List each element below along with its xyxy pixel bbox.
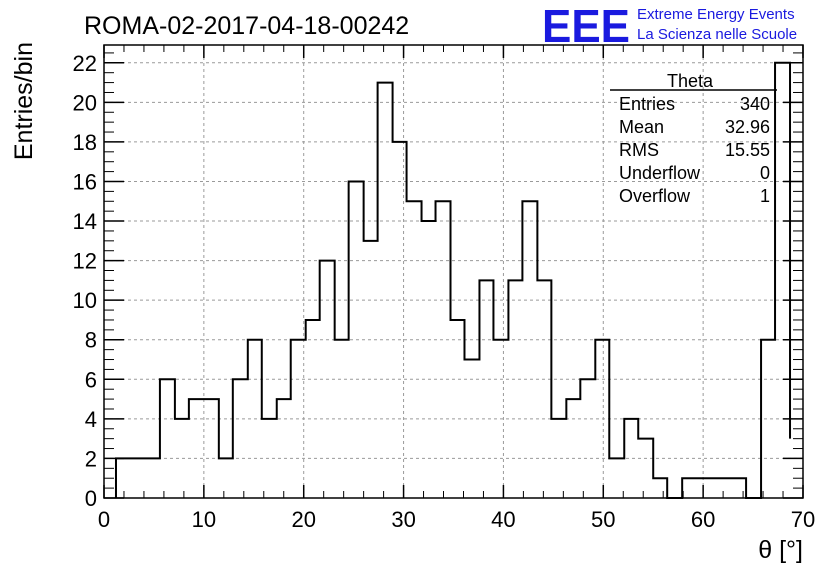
y-tick-label: 18	[73, 130, 97, 155]
y-tick-label: 12	[73, 249, 97, 274]
histogram-bin	[422, 221, 436, 498]
y-tick-label: 2	[85, 446, 97, 471]
stats-row-label: Overflow	[619, 186, 691, 206]
logo-line-2: La Scienza nelle Scuole	[637, 26, 797, 43]
stats-row-value: 32.96	[725, 117, 770, 137]
eee-logo: EEE	[542, 0, 630, 52]
x-axis-ticks: 0 10 20 30 40 50 60 70	[98, 45, 815, 532]
histogram-bin	[277, 399, 291, 498]
x-tick-label: 40	[491, 507, 515, 532]
histogram-bin	[609, 458, 624, 498]
histogram-bin	[219, 458, 233, 498]
histogram-bin	[522, 201, 537, 498]
histogram-bin	[566, 399, 580, 498]
stats-row-value: 15.55	[725, 140, 770, 160]
histogram-bin	[378, 83, 393, 498]
y-tick-label: 14	[73, 209, 97, 234]
x-tick-label: 70	[791, 507, 815, 532]
plot-frame	[103, 44, 804, 499]
stats-rows: Entries 340 Mean 32.96 RMS 15.55 Underflow 0 Ove…	[619, 94, 770, 206]
y-tick-label: 22	[73, 51, 97, 76]
histogram-bin	[407, 201, 422, 498]
stats-title: Theta	[667, 71, 714, 91]
run-title: ROMA-02-2017-04-18-00242	[84, 12, 409, 40]
histogram-bin	[580, 379, 595, 498]
histogram-bin	[551, 419, 566, 498]
histogram-bin	[306, 320, 320, 498]
histogram-bin	[537, 280, 551, 498]
stats-row-label: RMS	[619, 140, 659, 160]
stats-row-value: 0	[760, 163, 770, 183]
y-tick-label: 4	[85, 407, 97, 432]
x-axis-label: θ [°]	[758, 536, 803, 564]
x-tick-label: 10	[192, 507, 216, 532]
stats-row-value: 340	[740, 94, 770, 114]
x-tick-label: 0	[98, 507, 110, 532]
histogram-bin	[653, 478, 667, 498]
stats-row-label: Mean	[619, 117, 664, 137]
histogram-bins	[116, 63, 790, 498]
y-tick-label: 6	[85, 367, 97, 392]
histogram-bin	[364, 241, 378, 498]
y-tick-label: 16	[73, 169, 97, 194]
histogram-bin	[638, 439, 653, 498]
histogram-bin	[479, 280, 493, 498]
grid-lines	[104, 45, 803, 498]
x-tick-label: 20	[291, 507, 315, 532]
histogram-bin	[233, 379, 248, 498]
histogram-bin	[116, 458, 160, 498]
logo-line-1: Extreme Energy Events	[637, 6, 795, 23]
y-tick-label: 8	[85, 328, 97, 353]
x-tick-label: 30	[391, 507, 415, 532]
histogram-outline	[114, 61, 792, 499]
histogram-bin	[464, 360, 479, 498]
histogram-bin	[160, 379, 175, 498]
y-axis-label: Entries/bin	[10, 42, 38, 160]
histogram-bin	[393, 142, 407, 498]
y-tick-label: 10	[73, 288, 97, 313]
histogram-bin	[508, 280, 522, 498]
histogram-bin	[436, 201, 451, 498]
x-tick-label: 50	[591, 507, 615, 532]
stats-box: Theta Entries 340 Mean 32.96 RMS 15.55 Underfl…	[610, 71, 777, 206]
histogram-bin	[775, 63, 790, 498]
histogram-bin	[682, 478, 746, 498]
y-tick-label: 0	[85, 486, 97, 511]
stats-row-label: Underflow	[619, 163, 701, 183]
y-tick-label: 20	[73, 90, 97, 115]
stats-row-value: 1	[760, 186, 770, 206]
stats-row-label: Entries	[619, 94, 675, 114]
x-tick-label: 60	[691, 507, 715, 532]
histogram-bin	[451, 320, 465, 498]
